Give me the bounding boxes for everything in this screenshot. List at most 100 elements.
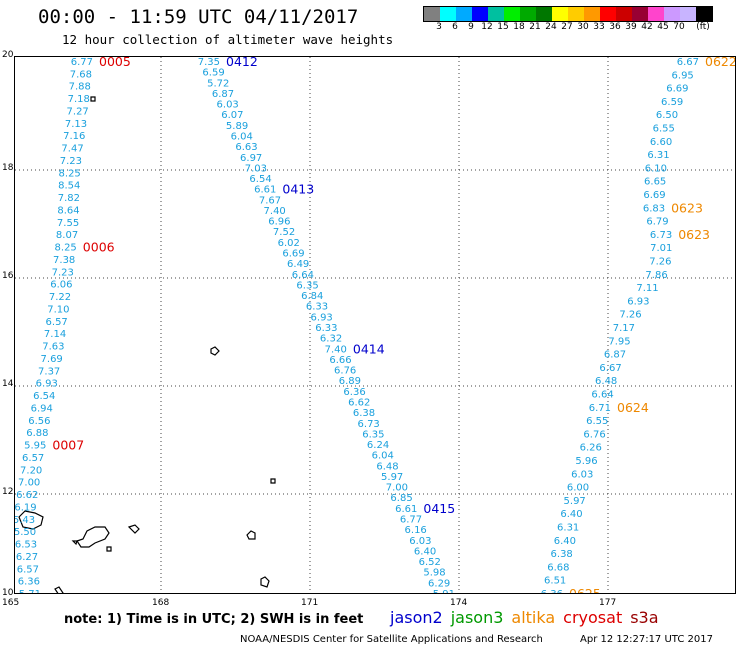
- island: [90, 96, 96, 102]
- map-plot-area: 6.77 7.68 7.88 7.18 7.27 7.13 7.16 7.47 7.23 8.25…: [14, 56, 736, 594]
- wave-height-value: 7.14: [44, 329, 66, 340]
- satellite-legend-item: jason3: [450, 608, 504, 627]
- island: [18, 510, 44, 530]
- wave-height-value: 6.27: [16, 552, 38, 563]
- map-title: 00:00 - 11:59 UTC 04/11/2017: [38, 6, 359, 28]
- wave-height-value: 6.68: [547, 562, 569, 573]
- credit-line: NOAA/NESDIS Center for Satellite Applica…: [240, 634, 543, 645]
- color-swatch: [536, 7, 552, 21]
- longitude-label: 165: [2, 598, 20, 608]
- wave-height-value: 5.72: [207, 78, 229, 89]
- island: [71, 540, 78, 546]
- longitude-label: 174: [450, 598, 468, 608]
- wave-height-value: 7.18: [68, 94, 90, 105]
- wave-height-value: 5.89: [226, 121, 248, 132]
- color-scale-label: 33: [593, 22, 605, 32]
- wave-height-value: 6.93: [627, 296, 649, 307]
- island: [106, 546, 112, 552]
- wave-height-value: 6.16: [405, 525, 427, 536]
- color-scale-label: 6: [452, 22, 458, 32]
- wave-height-value: 7.22: [49, 292, 71, 303]
- wave-height-value: 7.17: [613, 323, 635, 334]
- wave-height-value: 6.61: [395, 504, 417, 515]
- pass-time-label: 0625: [569, 586, 601, 594]
- wave-height-value: 6.40: [414, 546, 436, 557]
- wave-height-value: 6.57: [17, 564, 39, 575]
- wave-height-value: 7.69: [41, 354, 63, 365]
- wave-height-value: 6.67: [677, 57, 699, 68]
- pass-time-label: 0415: [423, 501, 455, 516]
- generated-timestamp: Apr 12 12:27:17 UTC 2017: [580, 634, 713, 645]
- wave-height-value: 6.40: [560, 509, 582, 520]
- wave-height-value: 7.20: [20, 465, 42, 476]
- island: [270, 478, 276, 484]
- wave-height-value: 7.47: [61, 144, 83, 155]
- pass-time-label: 0623: [671, 200, 703, 215]
- wave-height-value: 6.94: [31, 403, 53, 414]
- wave-height-value: 6.76: [334, 366, 356, 377]
- wave-height-value: 5.50: [15, 527, 36, 538]
- wave-height-value: 7.68: [70, 69, 92, 80]
- wave-height-value: 6.02: [278, 238, 300, 249]
- wave-height-value: 6.03: [409, 536, 431, 547]
- latitude-label: 18: [2, 163, 14, 173]
- wave-height-value: 8.64: [57, 206, 79, 217]
- color-scale-label: 45: [657, 22, 669, 32]
- wave-height-value: 7.13: [65, 119, 87, 130]
- color-swatch: [488, 7, 504, 21]
- wave-height-value: 6.87: [212, 89, 234, 100]
- wave-height-value: 6.06: [50, 280, 72, 291]
- color-scale-label: 36: [609, 22, 621, 32]
- wave-height-value: 6.51: [544, 576, 566, 587]
- color-scale-labels: 3 6 9 12 15 18 21 24 27 30 33 36 39 42 45 70 (ft): [423, 22, 740, 36]
- longitude-label: 168: [152, 598, 170, 608]
- color-swatch: [600, 7, 616, 21]
- wave-height-value: 6.35: [362, 429, 384, 440]
- color-swatch: [648, 7, 664, 21]
- wave-height-value: 7.37: [38, 366, 60, 377]
- wave-height-value: 7.23: [60, 156, 82, 167]
- wave-height-value: 6.19: [15, 502, 37, 513]
- wave-height-value: 6.61: [254, 185, 276, 196]
- color-scale-label: 42: [641, 22, 653, 32]
- wave-height-value: 7.27: [67, 107, 89, 118]
- wave-height-value: 6.48: [376, 461, 398, 472]
- color-scale-label: 21: [529, 22, 541, 32]
- wave-height-value: 8.07: [56, 230, 78, 241]
- wave-height-value: 8.25: [59, 168, 81, 179]
- wave-height-value: 6.88: [26, 428, 48, 439]
- wave-height-value: 7.86: [645, 270, 667, 281]
- wave-height-value: 6.03: [571, 469, 593, 480]
- wave-height-value: 6.40: [554, 536, 576, 547]
- wave-height-value: 7.88: [69, 82, 91, 93]
- color-swatch: [696, 7, 712, 21]
- wave-height-value: 6.04: [231, 132, 253, 143]
- wave-height-value: 6.63: [235, 142, 257, 153]
- latitude-label: 12: [2, 487, 14, 497]
- color-scale-bar: [423, 6, 713, 22]
- wave-height-value: 6.62: [348, 398, 370, 409]
- island: [260, 576, 270, 588]
- pass-time-label: 0413: [282, 182, 314, 197]
- wave-height-value: 7.40: [325, 344, 347, 355]
- wave-height-value: 7.23: [52, 267, 74, 278]
- wave-height-value: 5.98: [423, 568, 445, 579]
- island: [76, 526, 110, 548]
- color-scale-label: 12: [481, 22, 493, 32]
- wave-height-value: 6.55: [653, 124, 675, 135]
- wave-height-value: 6.31: [557, 523, 579, 534]
- wave-height-value: 6.57: [22, 453, 44, 464]
- wave-height-value: 7.16: [63, 131, 85, 142]
- wave-height-value: 6.65: [644, 177, 666, 188]
- wave-height-value: 6.48: [595, 376, 617, 387]
- wave-height-value: 7.03: [245, 163, 267, 174]
- color-swatch: [680, 7, 696, 21]
- wave-height-value: 7.38: [53, 255, 75, 266]
- pass-time-label: 0006: [83, 240, 115, 255]
- wave-height-value: 6.32: [320, 334, 342, 345]
- wave-height-value: 7.35: [198, 57, 220, 68]
- color-scale-label: 18: [513, 22, 525, 32]
- wave-height-value: 5.97: [564, 496, 586, 507]
- longitude-label: 171: [301, 598, 319, 608]
- color-scale-label: 3: [436, 22, 442, 32]
